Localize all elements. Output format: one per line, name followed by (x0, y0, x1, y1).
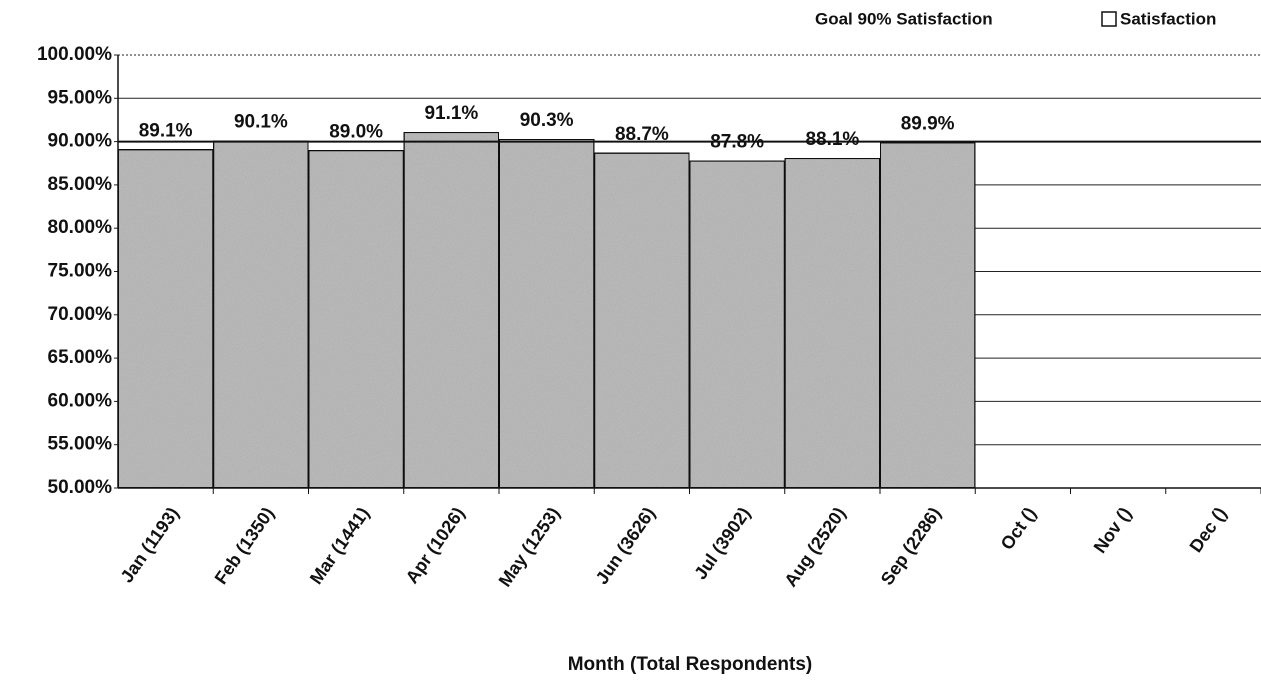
y-tick-label: 100.00% (37, 44, 112, 65)
data-label: 88.7% (615, 124, 669, 145)
x-tick-label: Dec () (1185, 504, 1230, 556)
x-tick-label: Jun (3626) (592, 504, 659, 588)
y-tick-label: 85.00% (48, 174, 113, 195)
x-tick-label: May (1253) (495, 504, 564, 591)
goal-legend: Goal 90% Satisfaction (815, 9, 993, 28)
bar (212, 139, 310, 489)
x-tick-label: Oct () (997, 504, 1040, 554)
x-tick-label: Sep (2286) (877, 504, 945, 589)
data-label: 88.1% (805, 129, 859, 150)
y-tick-label: 95.00% (48, 87, 113, 108)
data-label: 90.3% (520, 110, 574, 131)
data-label: 89.1% (139, 120, 193, 141)
x-tick-label: Mar (1441) (306, 504, 373, 588)
data-label: 89.9% (901, 113, 955, 134)
y-tick-label: 65.00% (48, 347, 113, 368)
bar (688, 159, 786, 489)
x-tick-label: Nov () (1090, 504, 1136, 557)
y-tick-label: 55.00% (48, 434, 113, 455)
bar (879, 141, 977, 489)
x-tick-label: Jan (1193) (116, 504, 182, 587)
x-axis-title: Month (Total Respondents) (568, 654, 813, 675)
bar (117, 148, 215, 489)
y-tick-label: 60.00% (48, 390, 113, 411)
y-tick-label: 50.00% (48, 477, 113, 498)
legend-swatch (1101, 11, 1117, 27)
data-label: 91.1% (424, 103, 478, 124)
data-label: 90.1% (234, 112, 288, 133)
legend-label: Satisfaction (1120, 9, 1216, 28)
data-label: 89.0% (329, 121, 383, 142)
y-tick-label: 75.00% (48, 261, 113, 282)
y-tick-label: 90.00% (48, 131, 113, 152)
x-tick-label: Jul (3902) (690, 504, 754, 583)
bar (593, 151, 691, 489)
x-tick-label: Apr (1026) (402, 504, 469, 588)
y-tick-label: 80.00% (48, 217, 113, 238)
y-tick-label: 70.00% (48, 304, 113, 325)
x-tick-label: Aug (2520) (780, 504, 849, 591)
bar (402, 131, 500, 489)
bar (783, 157, 881, 490)
bar (498, 138, 596, 489)
x-tick-label: Feb (1350) (211, 504, 278, 588)
bar (307, 149, 405, 489)
